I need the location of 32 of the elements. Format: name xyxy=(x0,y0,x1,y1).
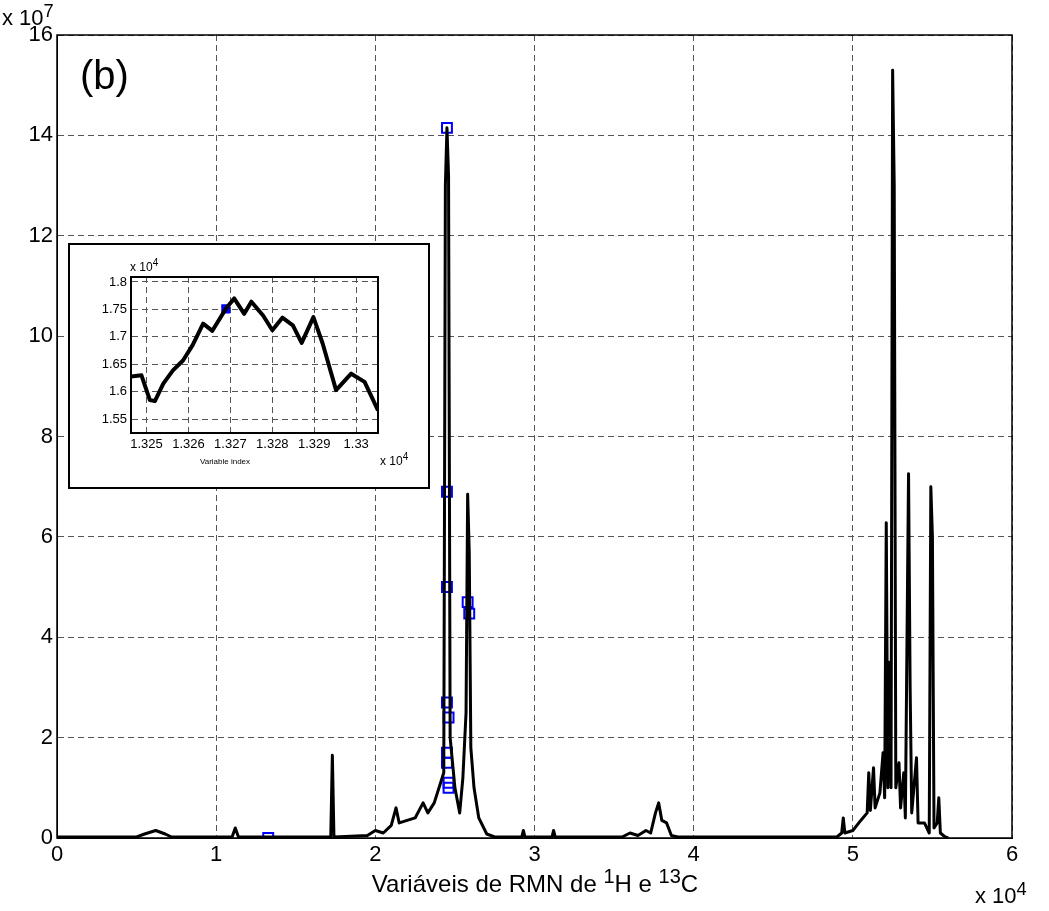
x-tick-label: 1 xyxy=(210,841,223,867)
y-tick-label: 1.55 xyxy=(101,410,127,426)
y-tick-label: 1.65 xyxy=(101,355,127,371)
x-axis-title: Variáveis de RMN de $^{1}$H e $^{13}$C xyxy=(371,865,699,897)
annotation: (b) xyxy=(80,53,129,97)
x-tick-label: 2 xyxy=(369,841,382,867)
text: x 10$^{4}$ xyxy=(975,878,1027,909)
annotation: x 10$^{4}$ xyxy=(130,257,159,274)
x-tick-label: 1.33 xyxy=(343,436,369,452)
x-tick-label: 1.325 xyxy=(130,436,163,452)
y-tick-label: 1.6 xyxy=(108,383,127,399)
x-tick-label: 5 xyxy=(846,841,859,867)
x-axis-title: Variable index xyxy=(199,457,251,466)
y-tick-label: 6 xyxy=(40,522,53,548)
y-tick-label: 4 xyxy=(40,623,53,649)
annotation: x 10$^{4}$ xyxy=(380,451,409,468)
x-tick-label: 6 xyxy=(1005,841,1019,867)
x-tick-label: 1.327 xyxy=(214,436,247,452)
y-tick-label: 1.8 xyxy=(108,273,127,289)
x-tick-label: 4 xyxy=(687,841,700,867)
y-tick-label: 2 xyxy=(40,723,53,749)
y-tick-label: 0 xyxy=(40,824,53,850)
x-tick-label: 1.328 xyxy=(256,436,289,452)
y-tick-label: 1.7 xyxy=(108,328,127,344)
x-tick-label: 3 xyxy=(528,841,541,867)
y-tick-label: 10 xyxy=(28,322,53,348)
y-tick-label: 8 xyxy=(40,422,53,448)
y-tick-label: 1.75 xyxy=(101,300,127,316)
y-tick-label: 12 xyxy=(28,221,53,247)
x-tick-label: 1.326 xyxy=(172,436,205,452)
x-tick-label: 1.329 xyxy=(297,436,331,452)
y-tick-label: 14 xyxy=(28,121,53,147)
